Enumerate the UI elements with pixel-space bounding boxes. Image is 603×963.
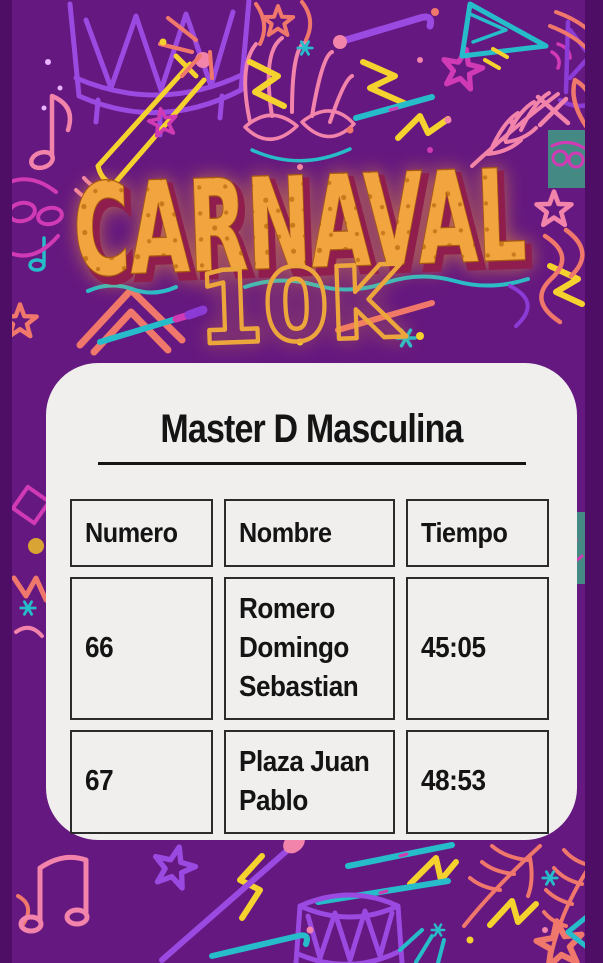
cell-numero-row2: 67 bbox=[70, 730, 213, 834]
cell-tiempo-row1: 45:05 bbox=[406, 577, 549, 720]
ribbon-icon bbox=[535, 77, 585, 325]
music-note-icon bbox=[18, 854, 90, 934]
logo-title-shadow: CARNAVAL bbox=[76, 148, 533, 311]
results-table: Numero Nombre Tiempo 66 Romero Domingo S… bbox=[70, 499, 577, 834]
column-header-numero: Numero bbox=[70, 499, 213, 567]
whistle-icon bbox=[333, 13, 434, 49]
starburst-icon bbox=[398, 914, 585, 963]
confetti-dots bbox=[159, 8, 548, 944]
party-horn-icon bbox=[459, 1, 572, 70]
title-underline bbox=[97, 462, 526, 465]
starburst-icon bbox=[158, 16, 214, 80]
logo-title: CARNAVAL bbox=[71, 142, 528, 305]
carnival-mask-icon bbox=[12, 177, 64, 258]
drumstick-icon bbox=[315, 94, 455, 905]
drumstick-icon bbox=[335, 284, 530, 333]
carnaval-10k-logo: CARNAVAL CARNAVAL 10K bbox=[70, 141, 537, 365]
streamer-icon bbox=[254, 0, 585, 50]
cell-tiempo-row2: 48:53 bbox=[406, 730, 549, 834]
cell-nombre-row2: Plaza Juan Pablo bbox=[224, 730, 395, 834]
paintbrush-icon bbox=[97, 305, 208, 345]
category-title: Master D Masculina bbox=[160, 407, 463, 451]
feather-icon bbox=[470, 91, 560, 168]
logo-subtitle: 10K bbox=[195, 243, 407, 365]
results-card: Master D Masculina Numero Nombre Tiempo … bbox=[46, 363, 577, 840]
streamer-line bbox=[86, 274, 530, 295]
carnival-mask-icon bbox=[243, 36, 356, 163]
confetti-dots bbox=[41, 59, 63, 111]
music-note-icon bbox=[29, 93, 73, 171]
confetti-shapes bbox=[12, 484, 52, 928]
feather-icon bbox=[462, 844, 585, 962]
cell-nombre-row1: Romero Domingo Sebastian bbox=[224, 577, 395, 720]
cell-numero-row1: 66 bbox=[70, 577, 213, 720]
column-header-tiempo: Tiempo bbox=[406, 499, 549, 567]
column-header-nombre: Nombre bbox=[224, 499, 395, 567]
